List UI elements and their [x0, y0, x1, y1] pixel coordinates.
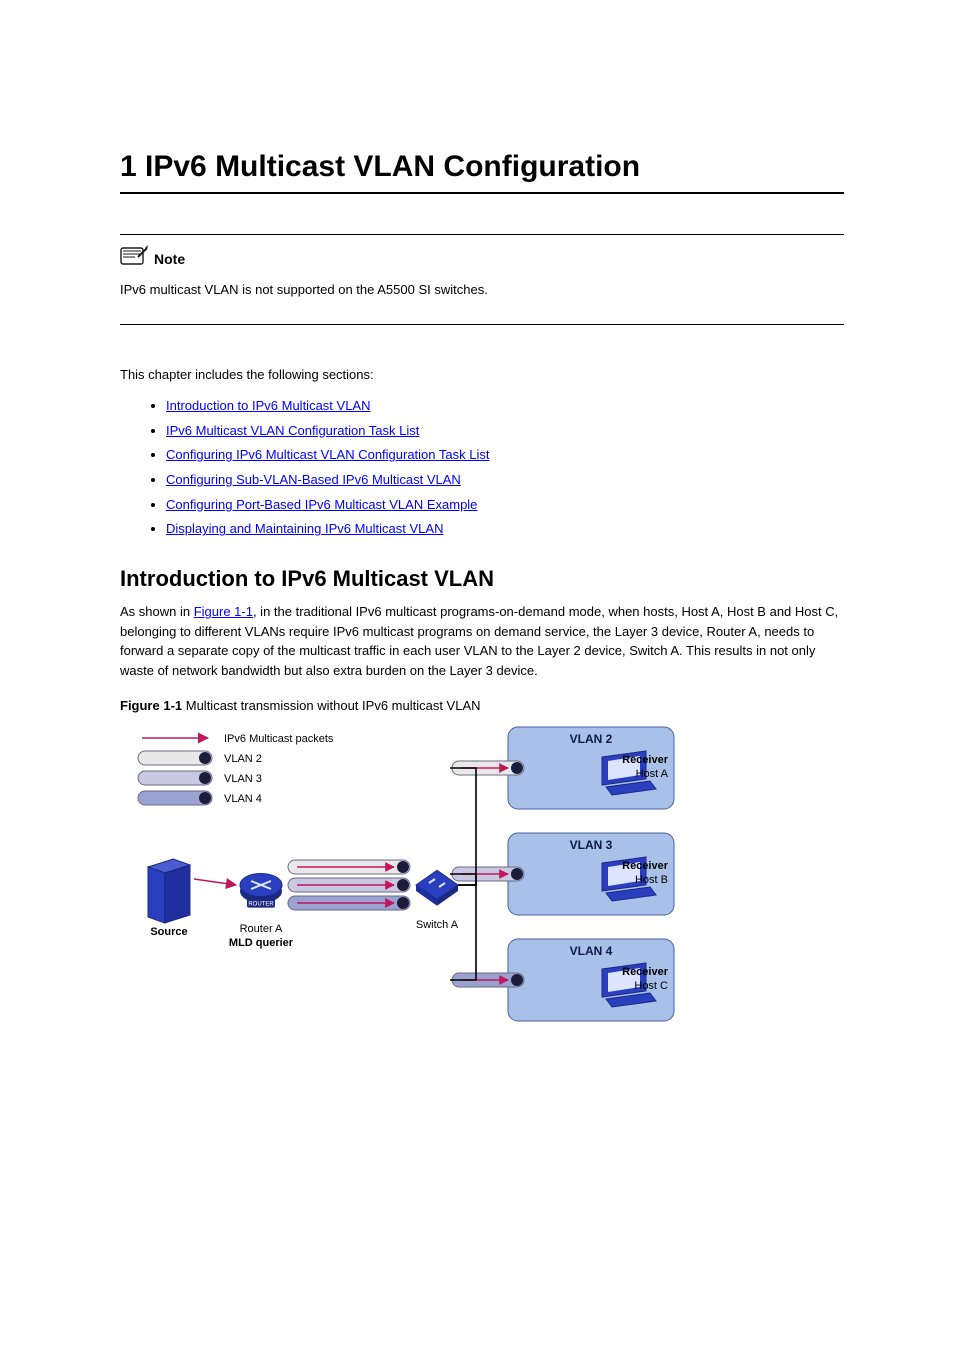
- note-icon: [120, 245, 148, 272]
- toc-item: Displaying and Maintaining IPv6 Multicas…: [166, 517, 844, 542]
- paragraph: As shown in Figure 1-1, in the tradition…: [120, 602, 844, 680]
- svg-text:VLAN 3: VLAN 3: [224, 773, 262, 785]
- svg-text:VLAN 4: VLAN 4: [570, 944, 613, 958]
- svg-text:Host C: Host C: [634, 980, 668, 992]
- toc-list: Introduction to IPv6 Multicast VLAN IPv6…: [120, 394, 844, 542]
- toc-link[interactable]: Displaying and Maintaining IPv6 Multicas…: [166, 521, 443, 536]
- svg-text:MLD querier: MLD querier: [229, 937, 294, 949]
- divider: [120, 192, 844, 194]
- toc-link[interactable]: Configuring Port-Based IPv6 Multicast VL…: [166, 497, 477, 512]
- note-head: Note: [120, 245, 844, 272]
- toc-item: Configuring Port-Based IPv6 Multicast VL…: [166, 493, 844, 518]
- svg-text:Router A: Router A: [240, 923, 283, 935]
- svg-text:VLAN 2: VLAN 2: [570, 732, 613, 746]
- toc-link[interactable]: IPv6 Multicast VLAN Configuration Task L…: [166, 423, 419, 438]
- svg-text:Host B: Host B: [635, 874, 668, 886]
- para-text: As shown in: [120, 604, 194, 619]
- note-text: IPv6 multicast VLAN is not supported on …: [120, 280, 844, 300]
- svg-text:IPv6 Multicast packets: IPv6 Multicast packets: [224, 733, 334, 745]
- intro-text: This chapter includes the following sect…: [120, 365, 844, 385]
- svg-text:Source: Source: [150, 926, 187, 938]
- svg-text:Receiver: Receiver: [622, 860, 669, 872]
- svg-text:VLAN 3: VLAN 3: [570, 838, 613, 852]
- svg-text:ROUTER: ROUTER: [248, 902, 274, 908]
- toc-item: Configuring Sub-VLAN-Based IPv6 Multicas…: [166, 468, 844, 493]
- svg-text:Host A: Host A: [636, 768, 669, 780]
- chapter-title: 1 IPv6 Multicast VLAN Configuration: [120, 150, 844, 184]
- toc-item: Configuring IPv6 Multicast VLAN Configur…: [166, 443, 844, 468]
- toc-item: IPv6 Multicast VLAN Configuration Task L…: [166, 419, 844, 444]
- svg-text:VLAN 2: VLAN 2: [224, 753, 262, 765]
- toc-link[interactable]: Configuring Sub-VLAN-Based IPv6 Multicas…: [166, 472, 461, 487]
- figure-caption: Multicast transmission without IPv6 mult…: [186, 698, 481, 713]
- toc-link[interactable]: Introduction to IPv6 Multicast VLAN: [166, 398, 370, 413]
- note-label: Note: [154, 251, 185, 267]
- svg-text:Receiver: Receiver: [622, 966, 669, 978]
- figure-ref-link[interactable]: Figure 1-1: [194, 604, 253, 619]
- toc-link[interactable]: Configuring IPv6 Multicast VLAN Configur…: [166, 447, 489, 462]
- svg-text:VLAN 4: VLAN 4: [224, 793, 262, 805]
- page: 1 IPv6 Multicast VLAN Configuration Note…: [0, 0, 954, 1109]
- toc-item: Introduction to IPv6 Multicast VLAN: [166, 394, 844, 419]
- svg-text:Switch A: Switch A: [416, 919, 459, 931]
- figure-number: Figure 1-1: [120, 698, 182, 713]
- figure-label: Figure 1-1 Multicast transmission withou…: [120, 698, 844, 713]
- note-block: Note IPv6 multicast VLAN is not supporte…: [120, 234, 844, 325]
- section-heading: Introduction to IPv6 Multicast VLAN: [120, 566, 844, 592]
- figure: IPv6 Multicast packets VLAN 2 VLAN 3 VLAN 4…: [120, 719, 680, 1039]
- svg-text:Receiver: Receiver: [622, 754, 669, 766]
